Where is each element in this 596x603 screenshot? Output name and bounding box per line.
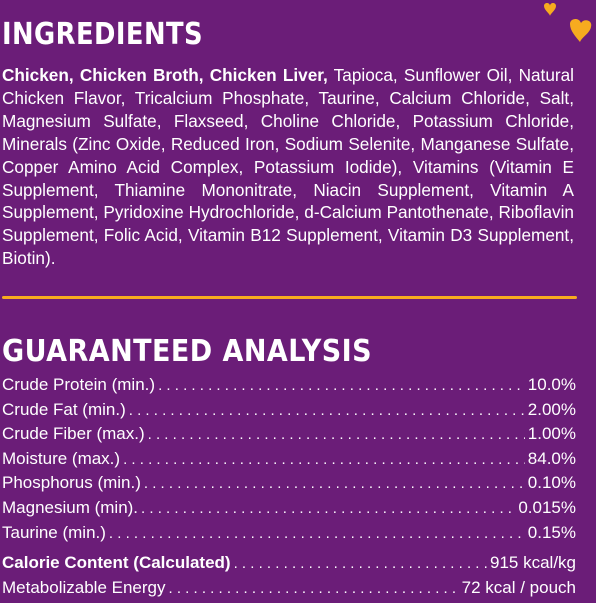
analysis-value: 1.00% bbox=[527, 424, 576, 444]
hearts-icon bbox=[544, 3, 592, 42]
analysis-row-moisture: Moisture (max.) 84.0% bbox=[2, 449, 576, 474]
analysis-label: Crude Fat (min.) bbox=[2, 399, 126, 419]
analysis-value: 2.00% bbox=[527, 399, 576, 419]
guaranteed-analysis-heading: GUARANTEED ANALYSIS bbox=[2, 334, 372, 369]
dot-leader bbox=[129, 402, 525, 419]
dot-leader bbox=[158, 377, 525, 394]
analysis-value: 0.15% bbox=[527, 522, 576, 542]
calorie-label: Metabolizable Energy bbox=[2, 578, 166, 597]
analysis-value: 10.0% bbox=[527, 375, 576, 394]
ingredients-list: Chicken, Chicken Broth, Chicken Liver, T… bbox=[2, 64, 574, 270]
analysis-label: Taurine (min.) bbox=[2, 522, 106, 542]
calorie-value: 915 kcal/kg bbox=[490, 553, 576, 572]
analysis-row-crude-protein: Crude Protein (min.) 10.0% bbox=[2, 375, 576, 400]
dot-leader bbox=[109, 525, 525, 542]
analysis-row-crude-fiber: Crude Fiber (max.) 1.00% bbox=[2, 424, 576, 449]
calorie-value: 72 kcal / pouch bbox=[461, 578, 576, 597]
analysis-row-taurine: Taurine (min.) 0.15% bbox=[2, 523, 576, 548]
calorie-content-table: Calorie Content (Calculated) 915 kcal/kg… bbox=[2, 553, 576, 603]
analysis-value: 0.10% bbox=[527, 473, 576, 493]
dot-leader bbox=[123, 451, 525, 468]
ingredients-heading: INGREDIENTS bbox=[2, 17, 204, 52]
analysis-row-crude-fat: Crude Fat (min.) 2.00% bbox=[2, 400, 576, 425]
analysis-value: 84.0% bbox=[527, 448, 576, 468]
analysis-value: 0.015% bbox=[518, 497, 576, 517]
dot-leader bbox=[168, 580, 458, 597]
dot-leader bbox=[144, 475, 525, 492]
calorie-row-content: Calorie Content (Calculated) 915 kcal/kg bbox=[2, 553, 576, 578]
calorie-label: Calorie Content (Calculated) bbox=[2, 553, 231, 572]
analysis-label: Crude Protein (min.) bbox=[2, 375, 156, 394]
section-divider bbox=[2, 296, 577, 299]
ingredients-bold-lead: Chicken, Chicken Broth, Chicken Liver, bbox=[2, 65, 328, 85]
guaranteed-analysis-table: Crude Protein (min.) 10.0% Crude Fat (mi… bbox=[2, 375, 576, 547]
analysis-label: Magnesium (min). bbox=[2, 497, 139, 517]
ingredients-text: Tapioca, Sunflower Oil, Natural Chicken … bbox=[2, 65, 574, 269]
analysis-label: Crude Fiber (max.) bbox=[2, 424, 145, 444]
dot-leader bbox=[234, 555, 487, 572]
analysis-row-magnesium: Magnesium (min). 0.015% bbox=[2, 498, 576, 523]
analysis-label: Phosphorus (min.) bbox=[2, 473, 141, 493]
dot-leader bbox=[148, 426, 525, 443]
calorie-row-metabolizable-energy: Metabolizable Energy 72 kcal / pouch bbox=[2, 578, 576, 603]
analysis-row-phosphorus: Phosphorus (min.) 0.10% bbox=[2, 473, 576, 498]
dot-leader bbox=[141, 500, 515, 517]
analysis-label: Moisture (max.) bbox=[2, 448, 121, 468]
